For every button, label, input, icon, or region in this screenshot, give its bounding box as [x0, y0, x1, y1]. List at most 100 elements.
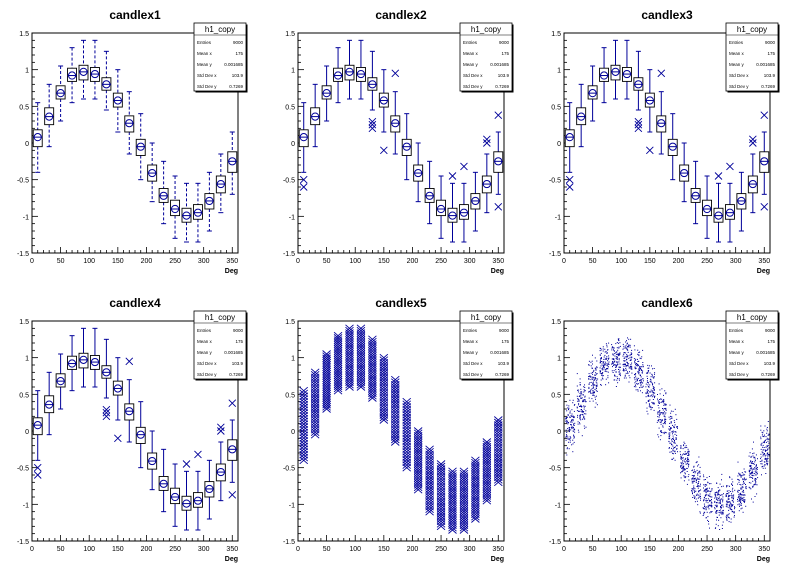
data-point — [600, 348, 602, 349]
data-point — [657, 405, 659, 406]
data-point — [706, 489, 707, 491]
data-point — [583, 418, 585, 420]
data-point — [716, 482, 718, 484]
data-point — [665, 409, 667, 411]
data-point — [688, 454, 689, 456]
data-point — [572, 416, 574, 418]
data-point — [739, 474, 741, 476]
data-point — [706, 500, 708, 502]
data-point — [760, 456, 762, 458]
data-point — [638, 371, 640, 373]
mean-marker — [136, 142, 145, 151]
data-point — [729, 477, 731, 479]
candle-box — [401, 138, 412, 156]
data-point — [728, 494, 730, 496]
data-point — [596, 360, 598, 362]
data-point — [680, 457, 682, 459]
data-point — [670, 421, 672, 423]
data-point — [573, 426, 574, 428]
data-point — [627, 372, 629, 374]
data-point — [565, 417, 567, 418]
data-point — [299, 428, 309, 437]
data-point — [448, 469, 457, 478]
data-point — [333, 331, 343, 340]
data-point — [754, 467, 756, 468]
data-point — [739, 497, 741, 499]
data-point — [698, 464, 700, 466]
data-point — [608, 382, 610, 384]
data-point — [749, 472, 751, 474]
data-point — [683, 441, 685, 443]
stats-value: 103.9 — [232, 73, 244, 78]
data-point — [668, 440, 670, 442]
data-point — [708, 495, 710, 496]
data-point — [634, 367, 636, 369]
y-tick-label: 1 — [291, 356, 295, 363]
data-point — [578, 403, 580, 405]
data-point — [695, 498, 697, 500]
data-point — [585, 401, 587, 403]
stats-box-title: h1_copy — [471, 25, 501, 34]
data-point — [584, 427, 586, 429]
data-point — [611, 358, 613, 360]
data-point — [604, 354, 606, 356]
data-point — [585, 410, 587, 412]
data-point — [763, 447, 765, 448]
data-point — [669, 451, 671, 453]
x-tick-label: 0 — [562, 258, 566, 265]
outlier-marker — [483, 139, 491, 147]
data-point — [568, 429, 570, 431]
data-point — [716, 504, 718, 506]
data-point — [720, 505, 722, 507]
data-point — [744, 478, 746, 480]
outlier-marker — [102, 405, 111, 414]
data-point — [640, 366, 642, 368]
data-point — [684, 451, 686, 453]
data-point — [695, 471, 697, 473]
data-point — [624, 374, 626, 376]
data-point — [623, 370, 625, 372]
data-point — [680, 466, 682, 468]
data-point — [728, 513, 730, 515]
stats-label: Mean x — [197, 339, 213, 344]
data-point — [594, 379, 596, 381]
data-point — [670, 412, 672, 414]
data-point — [725, 516, 727, 518]
mean-marker — [79, 355, 88, 364]
data-point — [697, 486, 699, 488]
data-point — [648, 382, 649, 384]
candle-box — [610, 64, 621, 81]
data-point — [755, 454, 757, 456]
data-point — [741, 486, 743, 488]
data-point — [702, 515, 704, 516]
data-point — [641, 372, 643, 374]
data-point — [676, 434, 678, 436]
data-point — [737, 461, 739, 463]
data-point — [594, 374, 596, 376]
data-point — [767, 448, 769, 450]
data-point — [578, 431, 580, 433]
data-point — [584, 405, 586, 407]
data-point — [614, 355, 616, 357]
data-point — [592, 394, 594, 396]
data-point — [593, 394, 595, 396]
data-point — [590, 392, 591, 394]
data-point — [625, 367, 627, 369]
data-point — [693, 496, 695, 498]
x-axis-label: Deg — [491, 268, 504, 275]
data-point — [402, 413, 412, 422]
data-point — [578, 399, 580, 401]
data-point — [755, 481, 757, 483]
data-point — [699, 495, 701, 497]
data-point — [710, 511, 712, 513]
data-point — [705, 491, 707, 493]
data-point — [571, 413, 573, 415]
data-point — [581, 435, 583, 437]
data-point — [593, 392, 595, 394]
data-point — [650, 379, 652, 381]
data-point — [698, 490, 700, 492]
data-point — [682, 453, 684, 455]
data-point — [748, 469, 750, 471]
data-point — [629, 344, 631, 346]
data-point — [402, 455, 412, 464]
